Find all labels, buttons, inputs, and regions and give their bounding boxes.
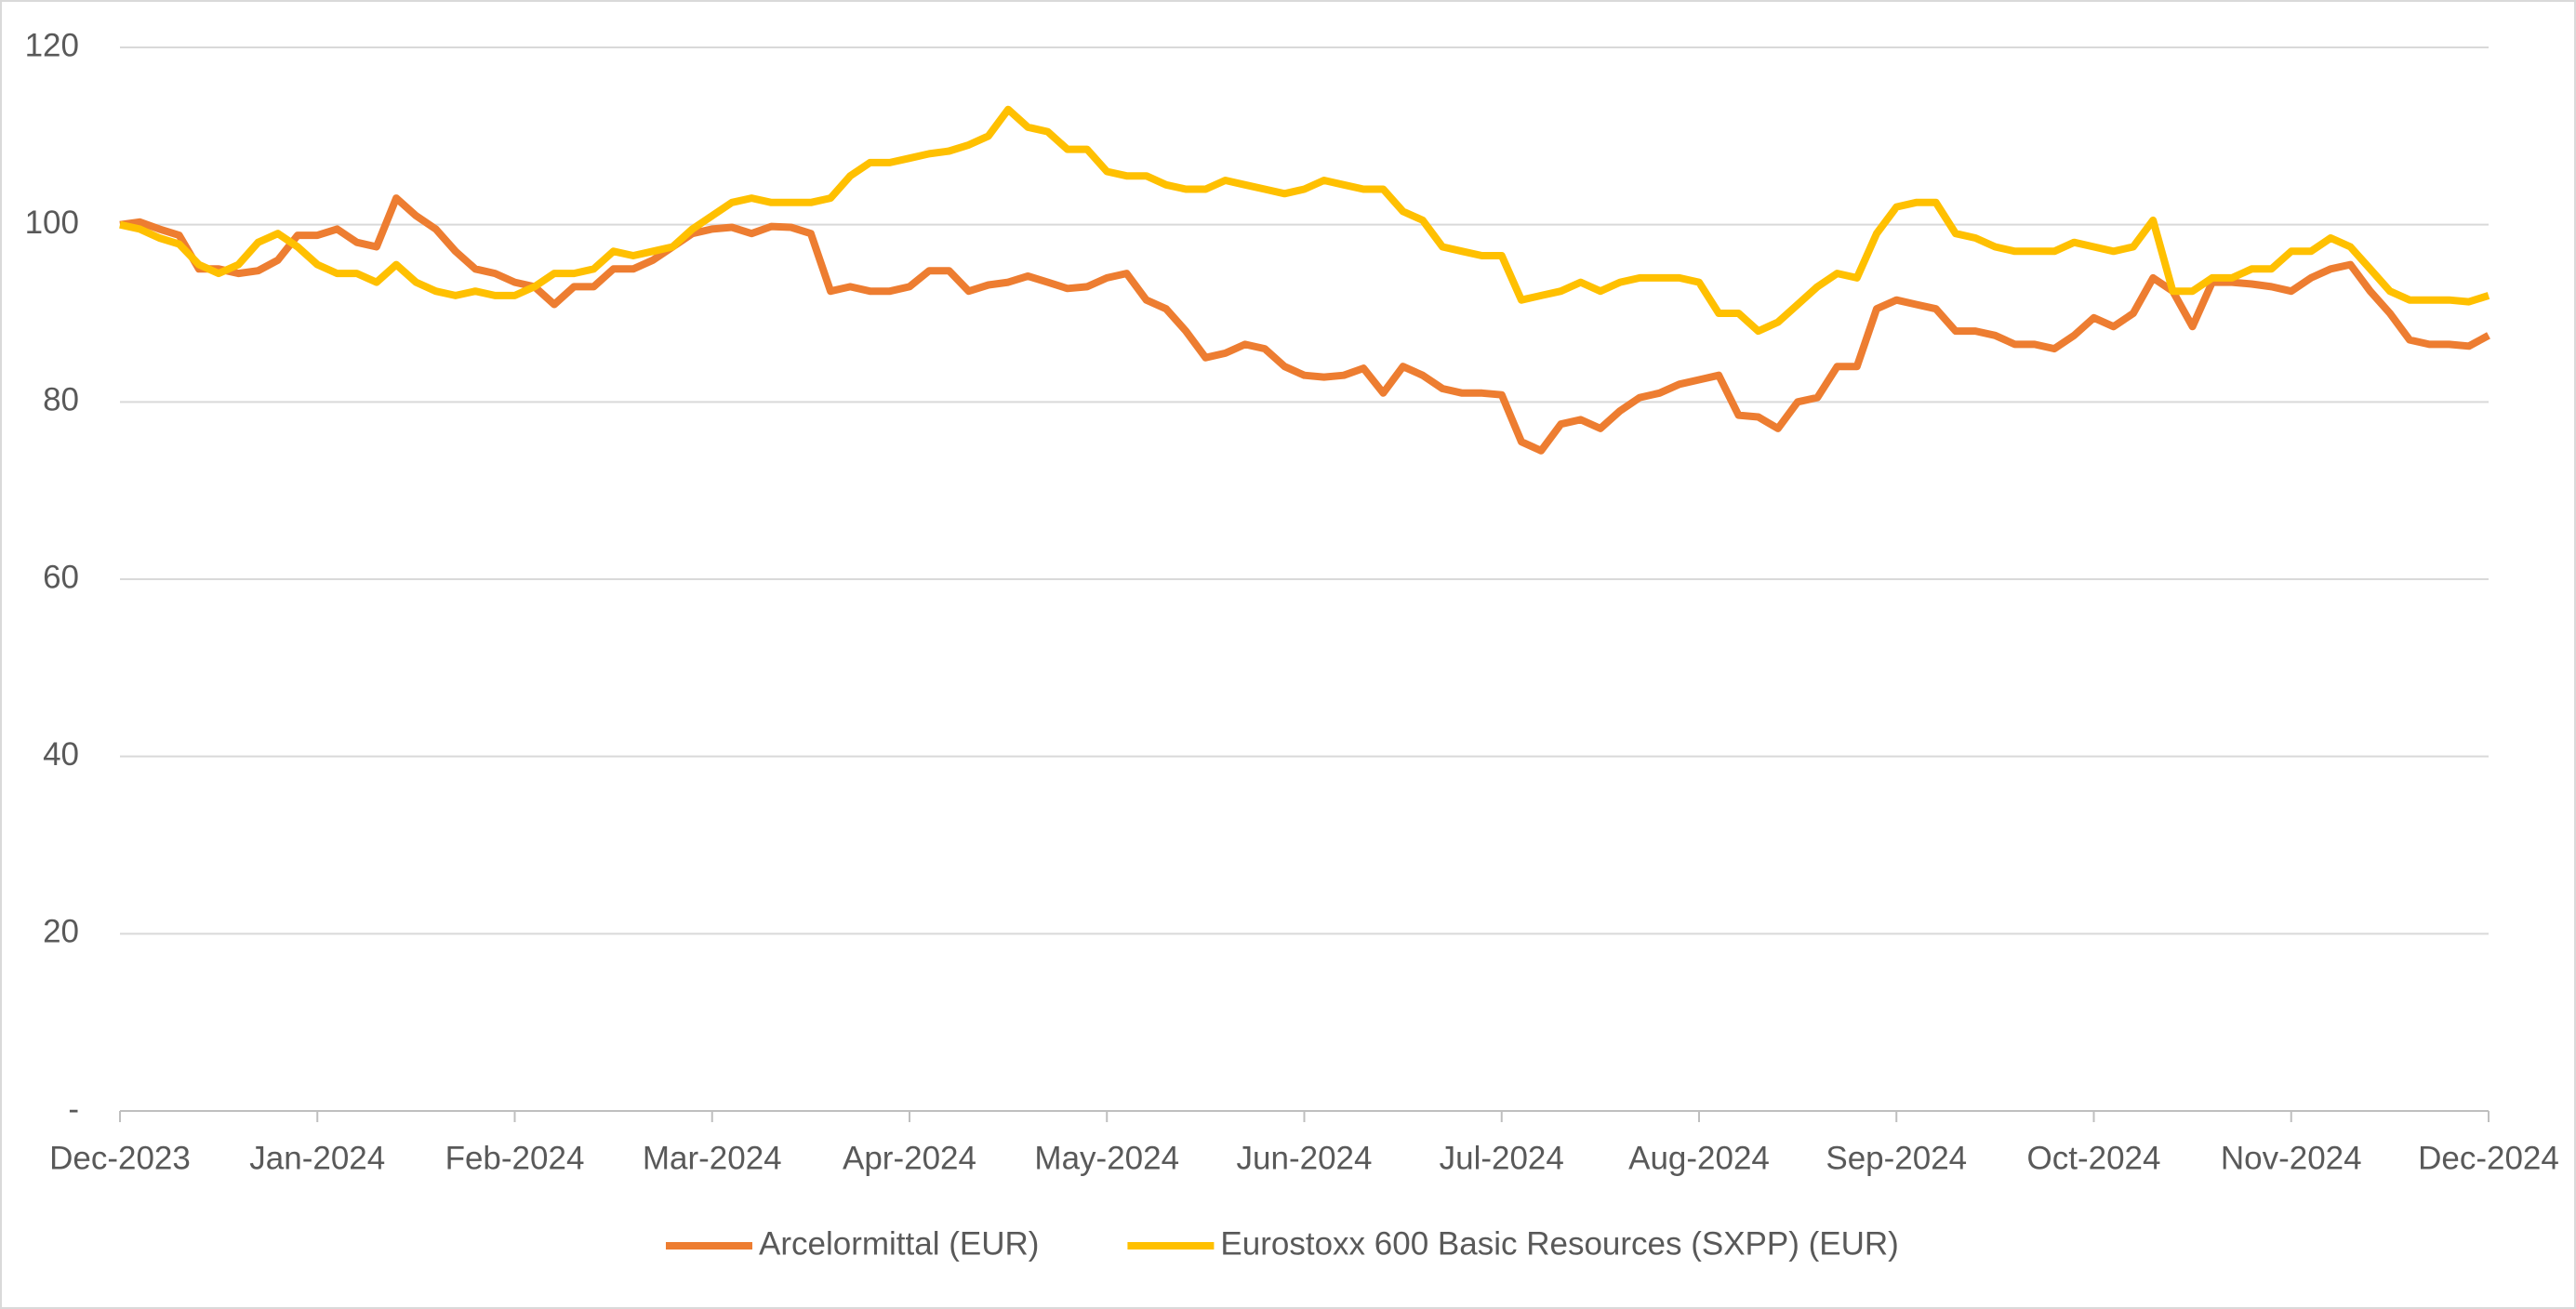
x-tick-label: Dec-2024 <box>2418 1140 2559 1176</box>
legend-label: Eurostoxx 600 Basic Resources (SXPP) (EU… <box>1220 1225 1898 1262</box>
y-tick-label: 40 <box>43 736 79 773</box>
x-tick-label: Aug-2024 <box>1628 1140 1770 1176</box>
x-tick-label: Mar-2024 <box>643 1140 782 1176</box>
y-tick-label: 120 <box>25 27 79 63</box>
x-tick-label: May-2024 <box>1034 1140 1179 1176</box>
y-tick-label: 100 <box>25 205 79 241</box>
y-tick-label: 80 <box>43 382 79 418</box>
y-tick-label: - <box>68 1091 79 1127</box>
y-tick-label: 20 <box>43 914 79 950</box>
x-tick-label: Jan-2024 <box>249 1140 385 1176</box>
x-tick-label: Apr-2024 <box>843 1140 976 1176</box>
x-tick-label: Sep-2024 <box>1826 1140 1967 1176</box>
legend-label: Arcelormittal (EUR) <box>759 1225 1039 1262</box>
y-tick-label: 60 <box>43 559 79 595</box>
x-tick-label: Nov-2024 <box>2221 1140 2362 1176</box>
x-tick-label: Dec-2023 <box>49 1140 191 1176</box>
x-tick-label: Jul-2024 <box>1440 1140 1564 1176</box>
x-tick-label: Oct-2024 <box>2027 1140 2161 1176</box>
x-tick-label: Feb-2024 <box>445 1140 585 1176</box>
series-line <box>119 105 2490 336</box>
x-tick-label: Jun-2024 <box>1237 1140 1373 1176</box>
series-line <box>119 194 2490 455</box>
